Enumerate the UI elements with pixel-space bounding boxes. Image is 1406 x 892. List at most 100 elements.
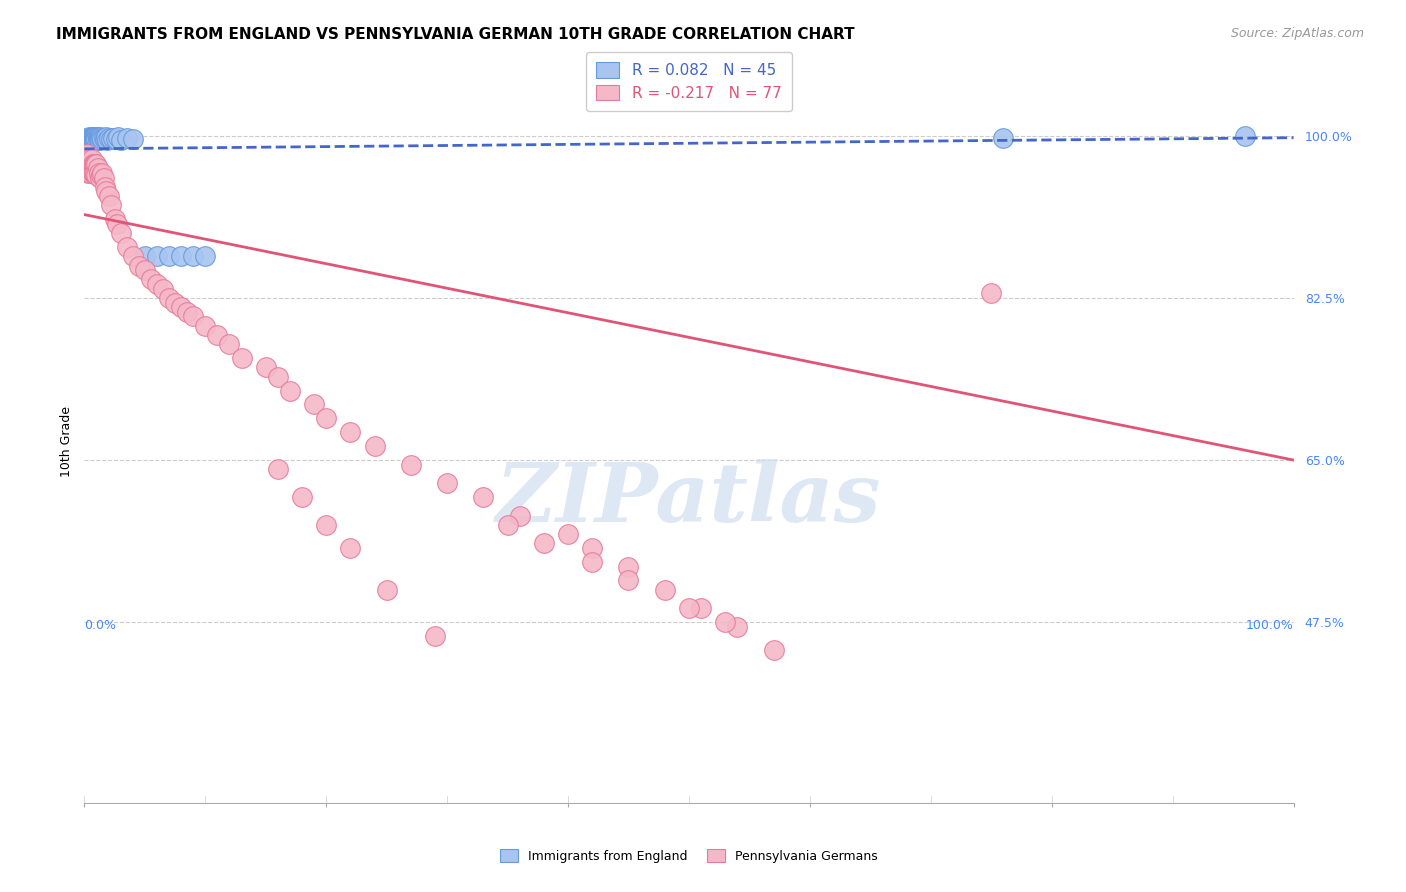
Point: [115, 240, 138, 254]
Point: [165, 295, 187, 310]
Point: [678, 601, 700, 615]
Point: [170, 300, 193, 314]
Point: [84, 156, 107, 170]
Point: [86, 168, 108, 182]
Point: [91, 166, 114, 180]
Point: [103, 130, 125, 145]
Point: [79, 166, 101, 180]
Point: [254, 360, 277, 375]
Point: [82, 129, 104, 144]
Point: [90, 130, 112, 145]
Point: [87, 131, 110, 145]
Point: [80, 131, 103, 145]
Point: [86, 129, 108, 144]
Point: [157, 291, 180, 305]
Point: [139, 272, 162, 286]
Point: [97, 130, 120, 145]
Point: [363, 439, 385, 453]
Point: [79, 130, 101, 145]
Point: [557, 527, 579, 541]
Point: [121, 249, 143, 263]
Point: [86, 161, 108, 176]
Point: [993, 130, 1015, 145]
Point: [83, 166, 105, 180]
Point: [76, 147, 98, 161]
Point: [207, 328, 229, 343]
Point: [472, 490, 495, 504]
Point: [315, 517, 337, 532]
Point: [94, 131, 117, 145]
Point: [423, 629, 446, 643]
Point: [339, 541, 361, 555]
Point: [79, 132, 101, 146]
Point: [77, 132, 100, 146]
Point: [100, 131, 122, 145]
Point: [267, 462, 290, 476]
Point: [654, 582, 676, 597]
Point: [194, 249, 217, 263]
Text: IMMIGRANTS FROM ENGLAND VS PENNSYLVANIA GERMAN 10TH GRADE CORRELATION CHART: IMMIGRANTS FROM ENGLAND VS PENNSYLVANIA …: [56, 27, 855, 42]
Point: [218, 337, 240, 351]
Point: [617, 559, 640, 574]
Point: [84, 132, 107, 146]
Point: [96, 132, 118, 146]
Point: [84, 129, 107, 144]
Point: [77, 131, 100, 145]
Text: 100.0%: 100.0%: [1246, 618, 1294, 632]
Point: [496, 517, 519, 532]
Point: [94, 179, 117, 194]
Point: [77, 161, 100, 176]
Point: [581, 555, 603, 569]
Point: [86, 132, 108, 146]
Point: [399, 458, 422, 472]
Point: [315, 411, 337, 425]
Point: [176, 305, 198, 319]
Point: [617, 574, 640, 588]
Point: [110, 226, 132, 240]
Point: [83, 131, 105, 145]
Point: [181, 310, 204, 324]
Point: [714, 615, 737, 630]
Point: [509, 508, 531, 523]
Y-axis label: 10th Grade: 10th Grade: [60, 406, 73, 477]
Point: [690, 601, 713, 615]
Point: [100, 198, 122, 212]
Point: [267, 369, 290, 384]
Point: [80, 161, 103, 176]
Point: [82, 131, 104, 145]
Point: [146, 249, 169, 263]
Point: [94, 129, 117, 144]
Point: [76, 130, 98, 145]
Point: [77, 156, 100, 170]
Point: [87, 130, 110, 145]
Point: [278, 384, 301, 398]
Point: [533, 536, 555, 550]
Point: [77, 152, 100, 166]
Point: [91, 131, 114, 145]
Point: [82, 156, 104, 170]
Point: [152, 282, 174, 296]
Point: [194, 318, 217, 333]
Point: [170, 249, 193, 263]
Point: [80, 129, 103, 144]
Text: ZIPatlas: ZIPatlas: [496, 459, 882, 540]
Point: [86, 130, 108, 145]
Point: [339, 425, 361, 440]
Point: [105, 217, 128, 231]
Point: [146, 277, 169, 291]
Point: [375, 582, 398, 597]
Point: [110, 132, 132, 146]
Point: [89, 132, 111, 146]
Point: [82, 166, 104, 180]
Point: [86, 156, 108, 170]
Point: [82, 130, 104, 145]
Point: [87, 166, 110, 180]
Point: [157, 249, 180, 263]
Point: [97, 189, 120, 203]
Point: [128, 259, 150, 273]
Point: [93, 130, 115, 145]
Point: [762, 643, 785, 657]
Point: [90, 168, 112, 182]
Text: Source: ZipAtlas.com: Source: ZipAtlas.com: [1230, 27, 1364, 40]
Point: [115, 130, 138, 145]
